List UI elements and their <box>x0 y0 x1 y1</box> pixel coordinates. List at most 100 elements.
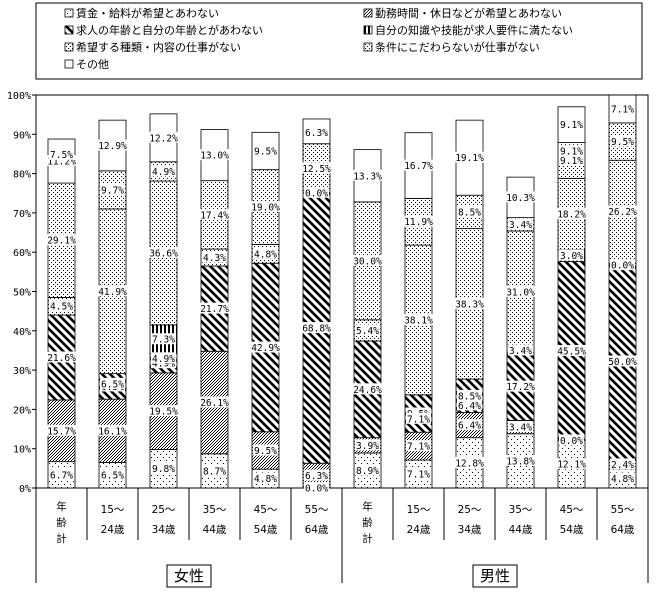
y-tick-label: 30% <box>13 366 31 377</box>
data-label: 6.3% <box>305 471 328 482</box>
data-label-bg <box>97 424 128 436</box>
category-label: 45～ <box>560 504 584 516</box>
data-label-bg <box>556 345 587 357</box>
data-label-bg <box>303 469 330 481</box>
data-label-bg <box>505 454 536 466</box>
data-label-bg <box>454 151 485 163</box>
data-label-bg <box>507 218 534 230</box>
data-label: 4.3% <box>203 253 226 264</box>
data-label-bg <box>199 149 230 161</box>
data-label: 7.1% <box>407 442 430 453</box>
data-label: 3.9% <box>356 441 379 452</box>
data-label-bg <box>607 205 638 217</box>
data-label: 17.2% <box>506 382 535 393</box>
data-label: 2.4% <box>611 460 634 471</box>
y-tick-label: 20% <box>13 405 31 416</box>
data-label: 12.8% <box>455 458 484 469</box>
data-label: 24.6% <box>353 385 382 396</box>
data-label-bg <box>556 458 587 470</box>
data-label: 8.9% <box>356 466 379 477</box>
data-label: 15.7% <box>47 426 76 437</box>
data-label: 9.5% <box>254 446 277 457</box>
data-label-bg <box>352 254 383 266</box>
data-label-bg <box>250 201 281 213</box>
data-label: 11.9% <box>404 217 433 228</box>
legend-swatch <box>64 42 74 52</box>
data-label-bg <box>456 419 483 431</box>
data-label: 4.9% <box>152 354 175 365</box>
legend-swatch <box>64 8 74 18</box>
data-label: 13.0% <box>200 151 229 162</box>
legend: 賃金・給料が希望とあわない 勤務時間・休日などが希望とあわない求人の年齢と自分の年… <box>64 6 573 71</box>
data-label-bg <box>454 456 485 468</box>
data-label-bg <box>558 144 585 156</box>
data-label-bg <box>556 208 587 220</box>
legend-label: 賃金・給料が希望とあわない <box>76 6 219 20</box>
group-label: 女性 <box>174 567 204 585</box>
data-label-bg <box>150 165 177 177</box>
data-label: 0.0% <box>611 261 634 272</box>
data-label-bg <box>456 389 483 401</box>
y-tick-label: 100% <box>7 91 31 102</box>
data-label: 45.5% <box>557 347 586 358</box>
category-label: 45～ <box>254 504 278 516</box>
category-label: 年 <box>56 500 67 513</box>
data-label: 7.1% <box>407 470 430 481</box>
category-label: 齢 <box>362 516 373 529</box>
data-label: 31.0% <box>506 287 535 298</box>
data-label: 8.7% <box>203 466 226 477</box>
data-label-bg <box>250 341 281 353</box>
data-label: 9.5% <box>611 137 634 148</box>
data-label: 7.5% <box>50 150 73 161</box>
data-label: 12.9% <box>98 141 127 152</box>
data-label-bg <box>505 191 536 203</box>
data-label-bg <box>97 139 128 151</box>
data-label: 13.3% <box>353 171 382 182</box>
data-label-bg <box>97 285 128 297</box>
data-label-bg <box>354 439 381 451</box>
data-label: 9.5% <box>254 146 277 157</box>
data-label: 19.0% <box>251 203 280 214</box>
group-label-box <box>472 564 518 588</box>
legend-swatch <box>363 8 373 18</box>
data-label: 10.3% <box>506 193 535 204</box>
data-label: 68.8% <box>302 324 331 335</box>
category-label: 計 <box>56 532 67 545</box>
data-label: 38.3% <box>455 299 484 310</box>
data-label-bg <box>252 444 279 456</box>
category-label: 54歳 <box>560 524 584 536</box>
data-label: 11.2% <box>47 157 76 168</box>
data-label-bg <box>456 205 483 217</box>
y-tick-label: 0% <box>19 484 31 495</box>
data-label-bg <box>609 472 636 484</box>
y-tick-label: 70% <box>13 209 31 220</box>
y-tick-label: 10% <box>13 445 31 456</box>
data-label: 7.3% <box>152 335 175 346</box>
data-label-bg <box>352 383 383 395</box>
data-label-bg <box>48 300 75 312</box>
data-label: 8.5% <box>458 207 481 218</box>
category-label: 24歳 <box>101 524 125 536</box>
category-label: 55～ <box>611 504 635 516</box>
data-label: 4.8% <box>254 474 277 485</box>
data-label: 6.4% <box>458 401 481 412</box>
data-label: 9.1% <box>560 120 583 131</box>
data-label-bg <box>150 462 177 474</box>
data-label-bg <box>558 154 585 166</box>
data-label: 30.0% <box>353 256 382 267</box>
data-label: 38.1% <box>404 315 433 326</box>
data-label: 7.1% <box>407 414 430 425</box>
category-label: 34歳 <box>458 524 482 536</box>
category-label: 34歳 <box>152 524 176 536</box>
data-label-bg <box>558 118 585 130</box>
data-label: 26.1% <box>200 398 229 409</box>
data-label-bg <box>607 355 638 367</box>
data-label: 4.5% <box>50 302 73 313</box>
data-label-bg <box>201 251 228 263</box>
data-label-bg <box>99 377 126 389</box>
data-labels: 6.7% 15.7% 21.6% 4.5% 29.1% 11.2% 6.5% 16.1% 6.5… <box>46 102 638 495</box>
legend-swatch <box>363 25 373 35</box>
data-label-bg <box>252 247 279 259</box>
data-label-bg <box>148 131 179 143</box>
